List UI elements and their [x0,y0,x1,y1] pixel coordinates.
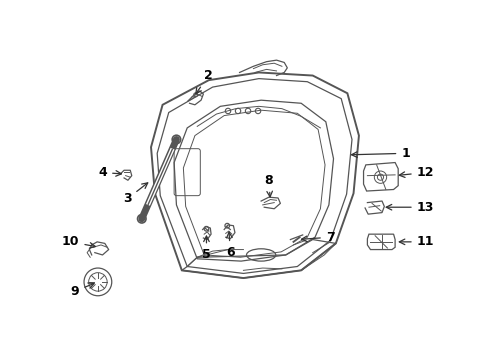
Text: 5: 5 [202,236,211,261]
Text: 10: 10 [62,235,96,248]
Text: 6: 6 [226,232,235,259]
Text: 9: 9 [71,283,94,298]
Text: 1: 1 [351,147,410,160]
Text: 7: 7 [301,231,335,244]
Text: 4: 4 [98,166,122,179]
Text: 2: 2 [196,69,213,94]
Text: 13: 13 [386,201,434,214]
Text: 3: 3 [123,183,148,205]
Text: 8: 8 [265,174,273,197]
Text: 12: 12 [399,166,434,179]
Text: 11: 11 [399,235,434,248]
